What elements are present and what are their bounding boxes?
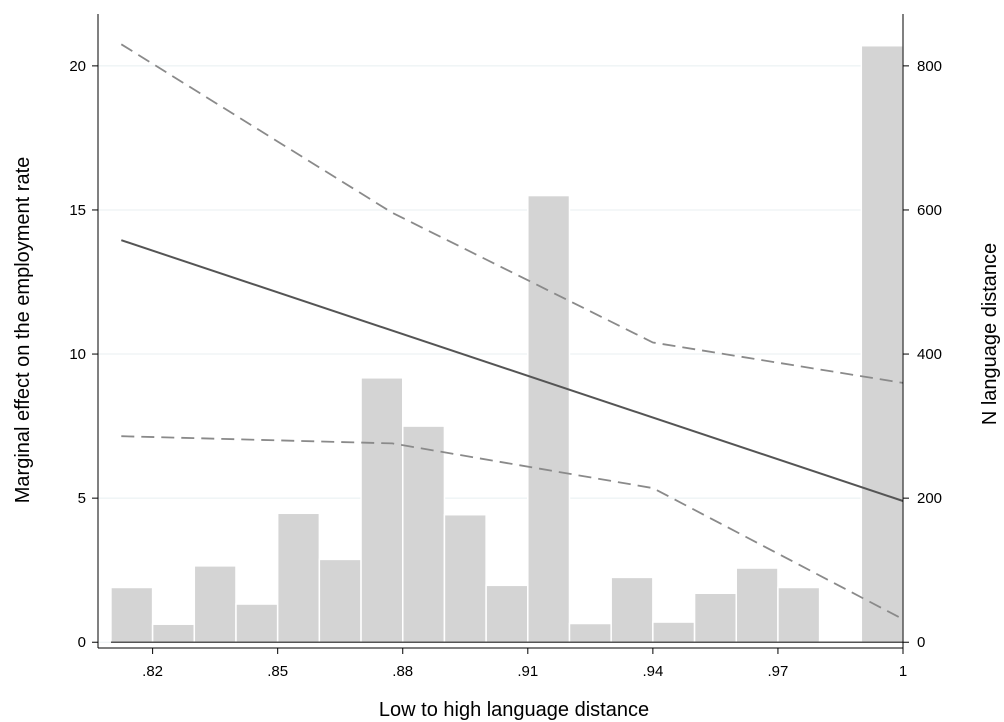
histogram-bar — [360, 377, 404, 643]
x-tick-label: 1 — [899, 663, 907, 680]
histogram-bar — [193, 565, 237, 643]
histogram-bar — [568, 622, 612, 643]
histogram-bar — [527, 194, 571, 643]
series-lines — [110, 43, 904, 643]
histogram-bar — [151, 623, 196, 643]
y-right-tick-label: 600 — [917, 202, 942, 219]
axes — [92, 14, 909, 654]
y-left-tick-label: 0 — [78, 634, 86, 651]
histogram-bar — [401, 425, 446, 643]
y-left-tick-label: 20 — [69, 58, 86, 75]
histogram-bar — [693, 592, 737, 643]
x-tick-label: .85 — [267, 663, 288, 680]
histogram-bar — [485, 584, 529, 643]
y-right-tick-label: 0 — [917, 634, 925, 651]
histogram-bar — [610, 576, 654, 643]
x-tick-label: .94 — [642, 663, 663, 680]
x-tick-label: .97 — [768, 663, 789, 680]
marginal-effect-line — [120, 239, 904, 502]
histogram-bar — [443, 513, 487, 643]
upper-ci-line — [120, 43, 904, 384]
x-tick-label: .91 — [517, 663, 538, 680]
histogram-bar — [235, 603, 279, 643]
histogram-bar — [777, 586, 821, 643]
y-axis-right-title: N language distance — [979, 243, 1001, 425]
y-left-tick-label: 10 — [69, 346, 86, 363]
y-axis-left-title: Marginal effect on the employment rate — [12, 157, 34, 503]
y-left-tick-label: 15 — [69, 202, 86, 219]
histogram-bar — [652, 621, 696, 643]
x-tick-label: .88 — [392, 663, 413, 680]
histogram-bar — [276, 512, 321, 643]
y-right-tick-label: 800 — [917, 58, 942, 75]
histogram-bar — [318, 558, 362, 643]
y-right-tick-label: 200 — [917, 490, 942, 507]
histogram-bars — [110, 44, 904, 643]
x-tick-label: .82 — [142, 663, 163, 680]
y-left-tick-label: 5 — [78, 490, 86, 507]
lower-ci-line — [121, 435, 904, 620]
histogram-bar — [860, 44, 904, 643]
histogram-bar — [735, 567, 779, 643]
y-right-tick-label: 400 — [917, 346, 942, 363]
x-axis-title: Low to high language distance — [379, 699, 649, 721]
histogram-bar — [110, 586, 154, 643]
